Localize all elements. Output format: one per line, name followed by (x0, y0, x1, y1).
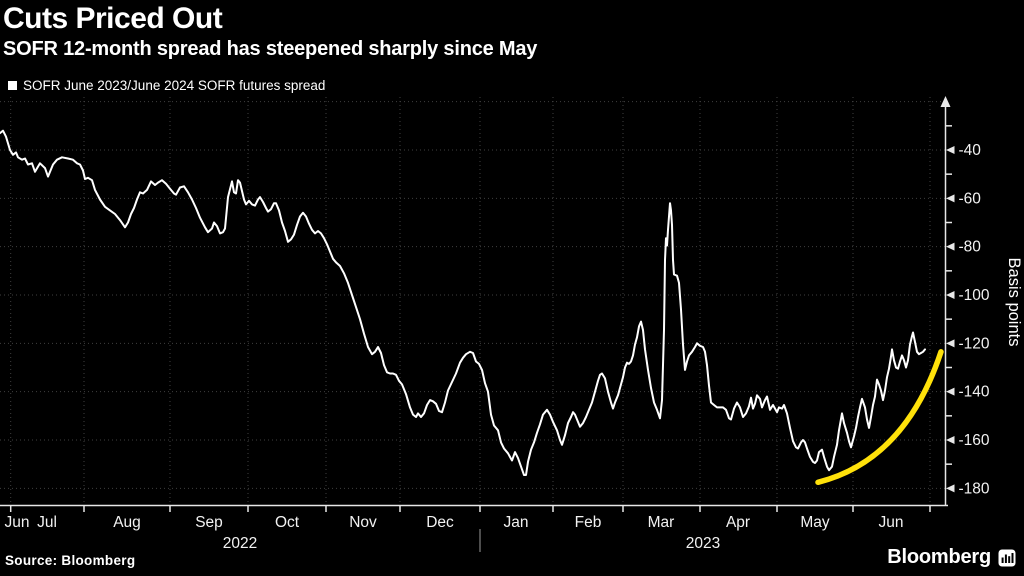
x-year-label: 2022 (223, 535, 257, 552)
x-month-label: Mar (648, 514, 675, 531)
y-axis-tick-label: -160 (959, 432, 990, 449)
y-axis-major-tick (946, 194, 955, 203)
x-month-label: Jun (879, 514, 904, 531)
x-month-label: Jul (37, 514, 57, 531)
x-month-label: Sep (195, 514, 223, 531)
x-month-label: Apr (726, 514, 750, 531)
x-month-label: Dec (426, 514, 454, 531)
bloomberg-logo: Bloomberg (887, 546, 1016, 569)
y-axis-major-tick (946, 387, 955, 396)
y-axis-major-tick (946, 146, 955, 154)
y-axis-tick-label: -140 (959, 384, 990, 401)
x-month-label: Jan (504, 514, 529, 531)
y-axis-tick-label: -80 (959, 239, 982, 256)
bloomberg-wordmark: Bloomberg (887, 546, 991, 568)
legend-swatch-icon (8, 81, 17, 90)
x-month-label: Oct (275, 514, 300, 531)
x-month-label: May (800, 514, 830, 531)
x-month-label: Aug (113, 514, 141, 531)
chart-legend: SOFR June 2023/June 2024 SOFR futures sp… (8, 78, 325, 93)
chart-subtitle: SOFR 12-month spread has steepened sharp… (3, 38, 538, 60)
bloomberg-logo-icon (998, 549, 1016, 566)
source-note: Source: Bloomberg (5, 553, 136, 568)
y-axis-tick-label: -60 (959, 190, 982, 207)
y-axis-tick-label: -180 (959, 480, 990, 497)
y-axis-major-tick (946, 339, 955, 348)
y-axis-tick-label: -40 (959, 142, 982, 159)
y-axis-top-arrow-icon (940, 96, 951, 107)
y-axis-title: Basis points (1005, 258, 1023, 347)
x-year-label: 2023 (686, 535, 720, 552)
y-axis-major-tick (946, 291, 955, 300)
y-axis-tick-label: -100 (959, 287, 990, 304)
y-axis-tick-label: -120 (959, 335, 990, 352)
trend-annotation-arc (815, 349, 944, 486)
series-line (0, 129, 926, 476)
x-month-label: Jun (5, 514, 30, 531)
page-title: Cuts Priced Out (3, 2, 223, 35)
y-axis-major-tick (946, 436, 955, 445)
legend-label: SOFR June 2023/June 2024 SOFR futures sp… (23, 78, 326, 93)
y-axis-major-tick (946, 242, 955, 251)
x-month-label: Feb (575, 514, 602, 531)
y-axis-major-tick (946, 484, 955, 493)
x-month-label: Nov (349, 514, 377, 531)
